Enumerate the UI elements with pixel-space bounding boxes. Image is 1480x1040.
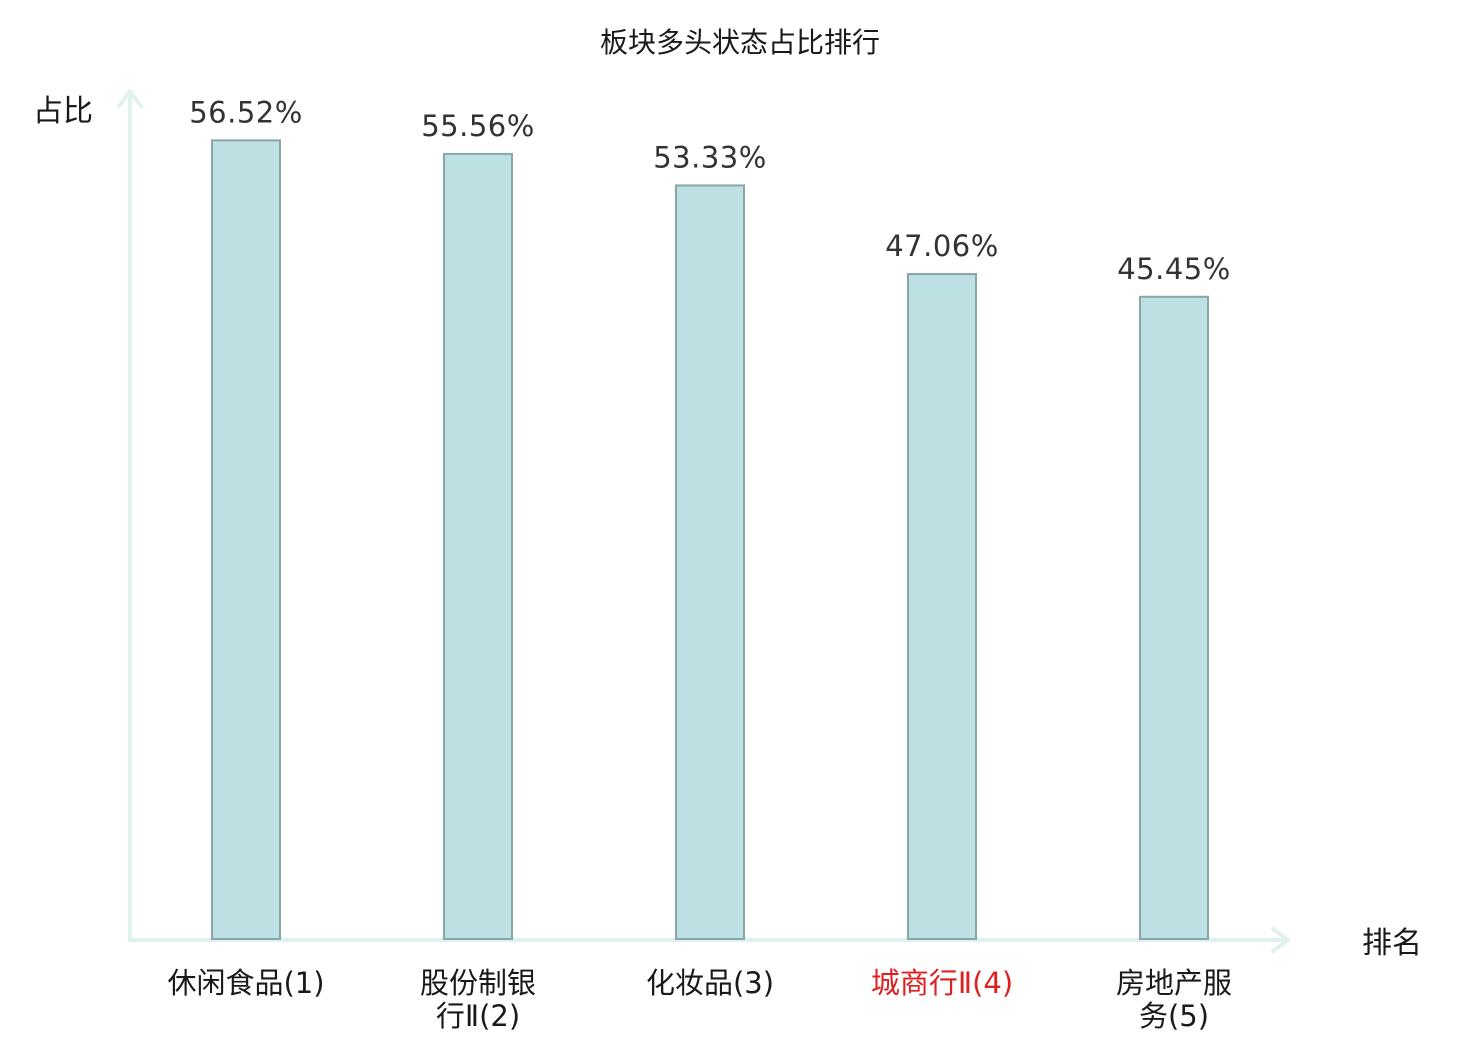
value-label: 47.06% — [885, 229, 999, 263]
bar — [1139, 295, 1209, 940]
category-label-line: 房地产服 — [1116, 966, 1232, 1000]
category-label: 休闲食品(1) — [167, 966, 324, 1000]
bar — [907, 273, 977, 941]
value-label: 55.56% — [421, 109, 535, 143]
category-labels-group: 休闲食品(1) 股份制银行Ⅱ(2) 化妆品(3) 城商行Ⅱ(4) 房地产服务(5) — [167, 966, 1232, 1033]
value-label: 45.45% — [1117, 252, 1231, 286]
value-label: 53.33% — [653, 140, 767, 174]
category-label: 房地产服务(5) — [1116, 966, 1232, 1033]
category-label-line: 城商行Ⅱ(4) — [871, 966, 1013, 1000]
category-label: 股份制银行Ⅱ(2) — [420, 966, 536, 1033]
bar — [675, 184, 745, 941]
value-label: 56.52% — [189, 95, 303, 129]
chart-title: 板块多头状态占比排行 — [600, 26, 880, 59]
y-axis-arrow-icon — [117, 89, 143, 108]
category-label: 城商行Ⅱ(4) — [871, 966, 1013, 1000]
x-axis-arrow-icon — [1271, 927, 1290, 953]
category-label-line: 化妆品(3) — [646, 966, 774, 1000]
bar — [443, 152, 513, 940]
category-label-line: 股份制银 — [420, 966, 536, 1000]
bars-group — [211, 139, 1209, 941]
category-label-line: 休闲食品(1) — [167, 966, 324, 1000]
bar — [211, 139, 281, 941]
category-label-line: 行Ⅱ(2) — [436, 999, 520, 1033]
category-label: 化妆品(3) — [646, 966, 774, 1000]
category-label-line: 务(5) — [1139, 999, 1209, 1033]
x-axis-label: 排名 — [1362, 926, 1422, 961]
y-axis-label: 占比 — [33, 94, 93, 129]
value-labels-group: 56.52% 55.56% 53.33% 47.06% 45.45% — [189, 95, 1231, 286]
